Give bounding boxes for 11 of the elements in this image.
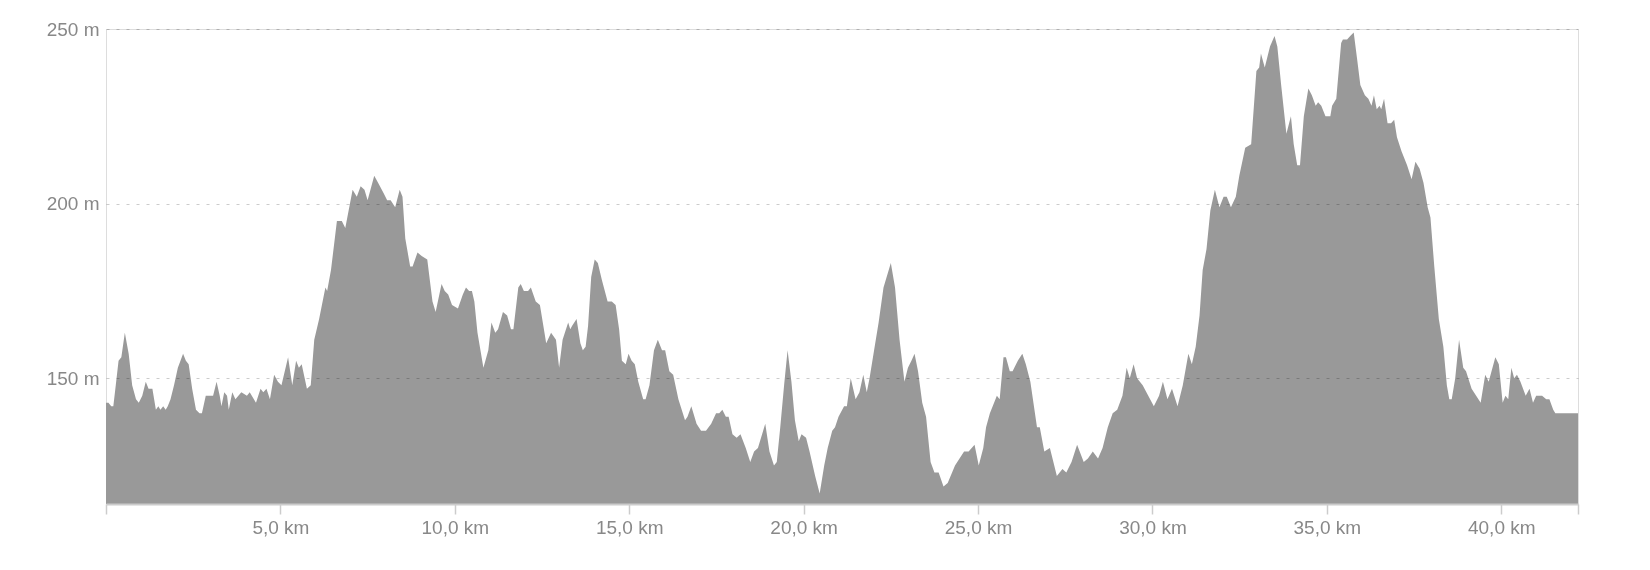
x-tick-label: 15,0 km bbox=[595, 516, 664, 538]
x-tick-label: 40,0 km bbox=[1467, 516, 1536, 538]
x-tick-label: 5,0 km bbox=[252, 516, 310, 538]
x-tick-label: 35,0 km bbox=[1293, 516, 1362, 538]
x-tick-label: 30,0 km bbox=[1119, 516, 1187, 538]
x-tick-label: 10,0 km bbox=[421, 516, 490, 538]
y-tick-label: 150 m bbox=[46, 367, 100, 389]
y-tick-label: 250 m bbox=[46, 18, 100, 40]
x-tick-label: 20,0 km bbox=[770, 516, 838, 538]
x-tick-label: 25,0 km bbox=[944, 516, 1013, 538]
y-tick-label: 200 m bbox=[46, 193, 100, 215]
